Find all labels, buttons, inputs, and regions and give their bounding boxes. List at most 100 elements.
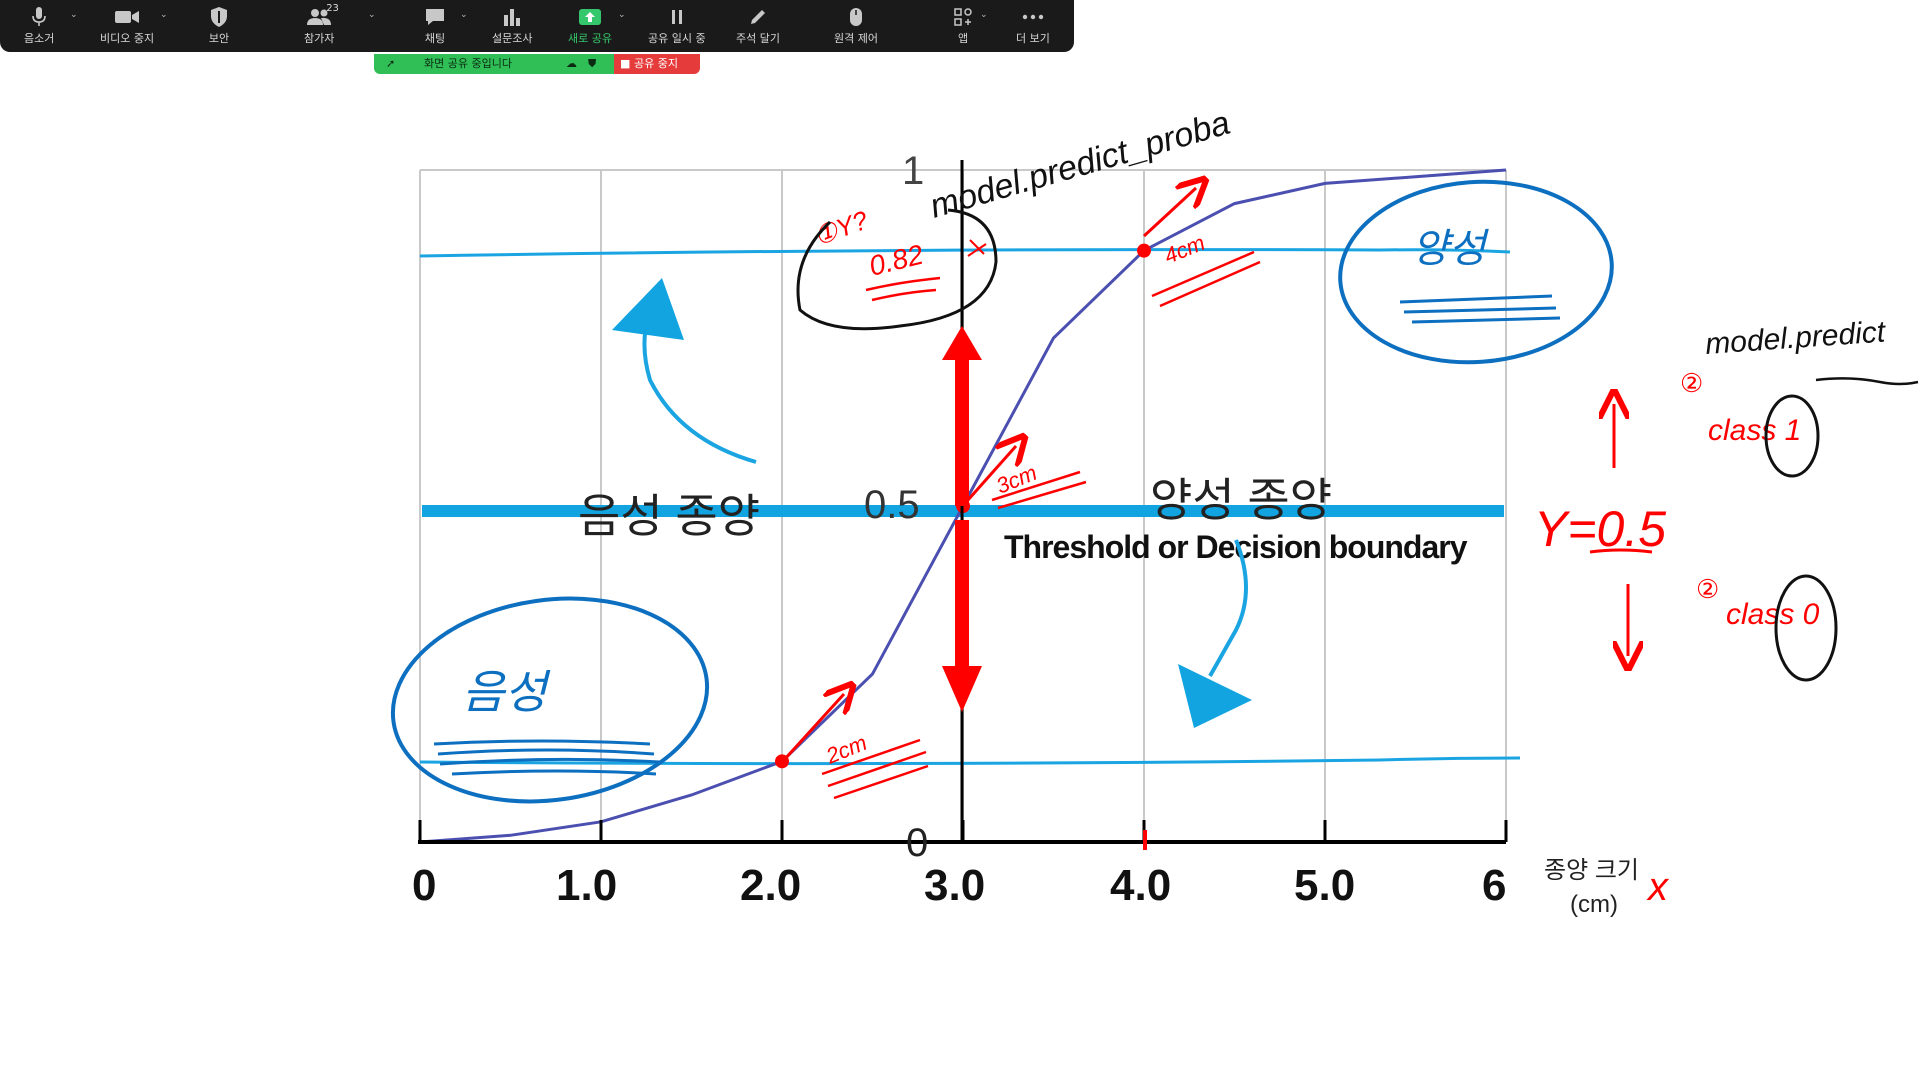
positive-underline	[1399, 294, 1561, 324]
video-label: 비디오 중지	[100, 32, 155, 45]
people-icon: 23	[306, 3, 339, 30]
chevron-down-icon[interactable]: ⌄	[70, 10, 78, 20]
security-button[interactable]: 보안	[206, 4, 232, 50]
video-camera-icon	[114, 4, 140, 30]
participants-count: 23	[326, 3, 339, 14]
more-label: 더 보기	[1016, 32, 1050, 45]
sharing-status-text: 화면 공유 중입니다	[424, 57, 512, 70]
remote-control-label: 원격 제어	[834, 32, 878, 45]
negative-annotation-circle	[390, 596, 710, 804]
chevron-down-icon[interactable]: ⌄	[368, 10, 376, 20]
down-arrowhead	[942, 666, 982, 712]
arrow-to-lower-line	[1208, 539, 1248, 677]
class1-circle	[1764, 394, 1820, 478]
stop-share-label: 공유 중지	[634, 57, 678, 70]
y-threshold-underline	[1589, 548, 1653, 554]
underline-2cm	[821, 738, 929, 800]
x-mark-annotation: x	[1646, 865, 1670, 909]
apps-button[interactable]: ⌄ 앱	[950, 4, 988, 50]
negative-handwritten-label: 음성	[462, 666, 551, 718]
more-dots-icon	[1020, 4, 1046, 30]
class0-circle	[1774, 574, 1838, 682]
chevron-down-icon[interactable]: ⌄	[980, 10, 988, 20]
lower-arrowhead	[1178, 664, 1252, 728]
up-arrow-shaft	[955, 356, 969, 506]
chevron-down-icon[interactable]: ⌄	[618, 10, 626, 20]
chevron-down-icon[interactable]: ⌄	[160, 10, 168, 20]
stop-square-icon: ■	[620, 57, 631, 70]
upper-probability-line	[419, 248, 1511, 258]
x-tick-label-0: 0	[412, 861, 436, 910]
circled-marker-annotation: ①Y?	[810, 204, 873, 251]
negative-region-label: 음성 종양	[578, 490, 760, 542]
positive-handwritten-label: 양성	[1412, 227, 1490, 271]
negative-underline	[433, 739, 661, 776]
number-2-bottom: ②	[1696, 574, 1719, 604]
chat-bubble-icon	[422, 4, 448, 30]
new-share-button[interactable]: ⌄ 새로 공유	[568, 4, 626, 50]
more-button[interactable]: 더 보기	[1016, 4, 1050, 50]
polls-label: 설문조사	[492, 32, 533, 45]
positive-annotation-circle	[1338, 179, 1614, 365]
stop-share-button[interactable]: ■ 공유 중지	[614, 54, 700, 74]
threshold-label: Threshold or Decision boundary	[1004, 529, 1468, 565]
participants-button[interactable]: 23 ⌄ 참가자	[304, 3, 376, 50]
class1-annotation: class 1	[1708, 414, 1801, 447]
microphone-icon	[26, 4, 52, 30]
positive-region-label: 양성 종양	[1150, 474, 1332, 526]
chevron-down-icon[interactable]: ⌄	[460, 10, 468, 20]
participants-label: 참가자	[304, 32, 335, 45]
lower-probability-line	[419, 756, 1521, 766]
x-tick-label-3: 3.0	[924, 861, 985, 910]
bar-chart-icon	[499, 4, 525, 30]
annotate-button[interactable]: 주석 달기	[736, 4, 780, 50]
x-axis-unit: (cm)	[1570, 891, 1618, 918]
probability-0-82-annotation: 0.82	[866, 238, 927, 281]
chat-button[interactable]: ⌄ 채팅	[422, 4, 468, 50]
predict-proba-annotation: model.predict_proba	[926, 104, 1234, 226]
pencil-icon	[745, 4, 771, 30]
down-arrow-shaft	[955, 520, 969, 670]
remote-control-button[interactable]: 원격 제어	[834, 4, 878, 50]
cloud-icon: ☁	[566, 57, 577, 70]
sharing-status-banner: ➚ 화면 공유 중입니다 ☁ ⛊	[374, 54, 614, 74]
pause-share-label: 공유 일시 중	[648, 32, 706, 45]
x-tick-label-6: 6	[1482, 861, 1506, 910]
mute-label: 음소거	[24, 32, 55, 45]
shield-icon	[206, 4, 232, 30]
arrow-at-3cm	[966, 446, 1016, 501]
predict-annotation: model.predict	[1704, 315, 1888, 361]
upper-arrowhead	[612, 278, 684, 340]
x-tick-label-2: 2.0	[740, 861, 801, 910]
pause-icon	[664, 4, 690, 30]
x-axis-label: 종양 크기	[1544, 857, 1639, 884]
class0-annotation: class 0	[1726, 598, 1820, 631]
up-arrowhead	[942, 326, 982, 360]
underline-3cm	[991, 470, 1087, 510]
circle-0-82	[796, 208, 998, 331]
underline-4cm	[1151, 250, 1261, 308]
pause-share-button[interactable]: 공유 일시 중	[648, 4, 706, 50]
shield-check-icon: ⛊	[588, 57, 597, 70]
arrow-at-4cm	[1142, 188, 1196, 238]
y-tick-label-1: 1	[902, 149, 924, 193]
label-4cm: 4cm	[1161, 230, 1209, 269]
number-2-top: ②	[1680, 368, 1703, 398]
new-share-label: 새로 공유	[568, 32, 612, 45]
y-tick-label-0: 0	[906, 821, 928, 865]
y-threshold-annotation: Y=0.5	[1534, 501, 1666, 557]
chat-label: 채팅	[424, 32, 446, 45]
underline-0-82	[865, 276, 941, 302]
annotate-label: 주석 달기	[736, 32, 780, 45]
highlighted-point-2	[1137, 243, 1151, 258]
video-button[interactable]: ⌄ 비디오 중지	[100, 4, 168, 50]
share-arrow-icon: ➚	[386, 57, 396, 70]
apps-grid-icon	[950, 4, 976, 30]
x-tick-label-1: 1.0	[556, 861, 617, 910]
cross-mark	[967, 239, 987, 257]
polls-button[interactable]: 설문조사	[492, 4, 532, 50]
arrow-to-upper-line	[642, 317, 757, 464]
mute-button[interactable]: ⌄ 음소거	[24, 4, 78, 50]
meeting-toolbar: ⌄ 음소거 ⌄ 비디오 중지 보안 23 ⌄ 참가자 ⌄ 채팅 설문조사	[0, 0, 1074, 52]
x-tick-label-4: 4.0	[1110, 861, 1171, 910]
